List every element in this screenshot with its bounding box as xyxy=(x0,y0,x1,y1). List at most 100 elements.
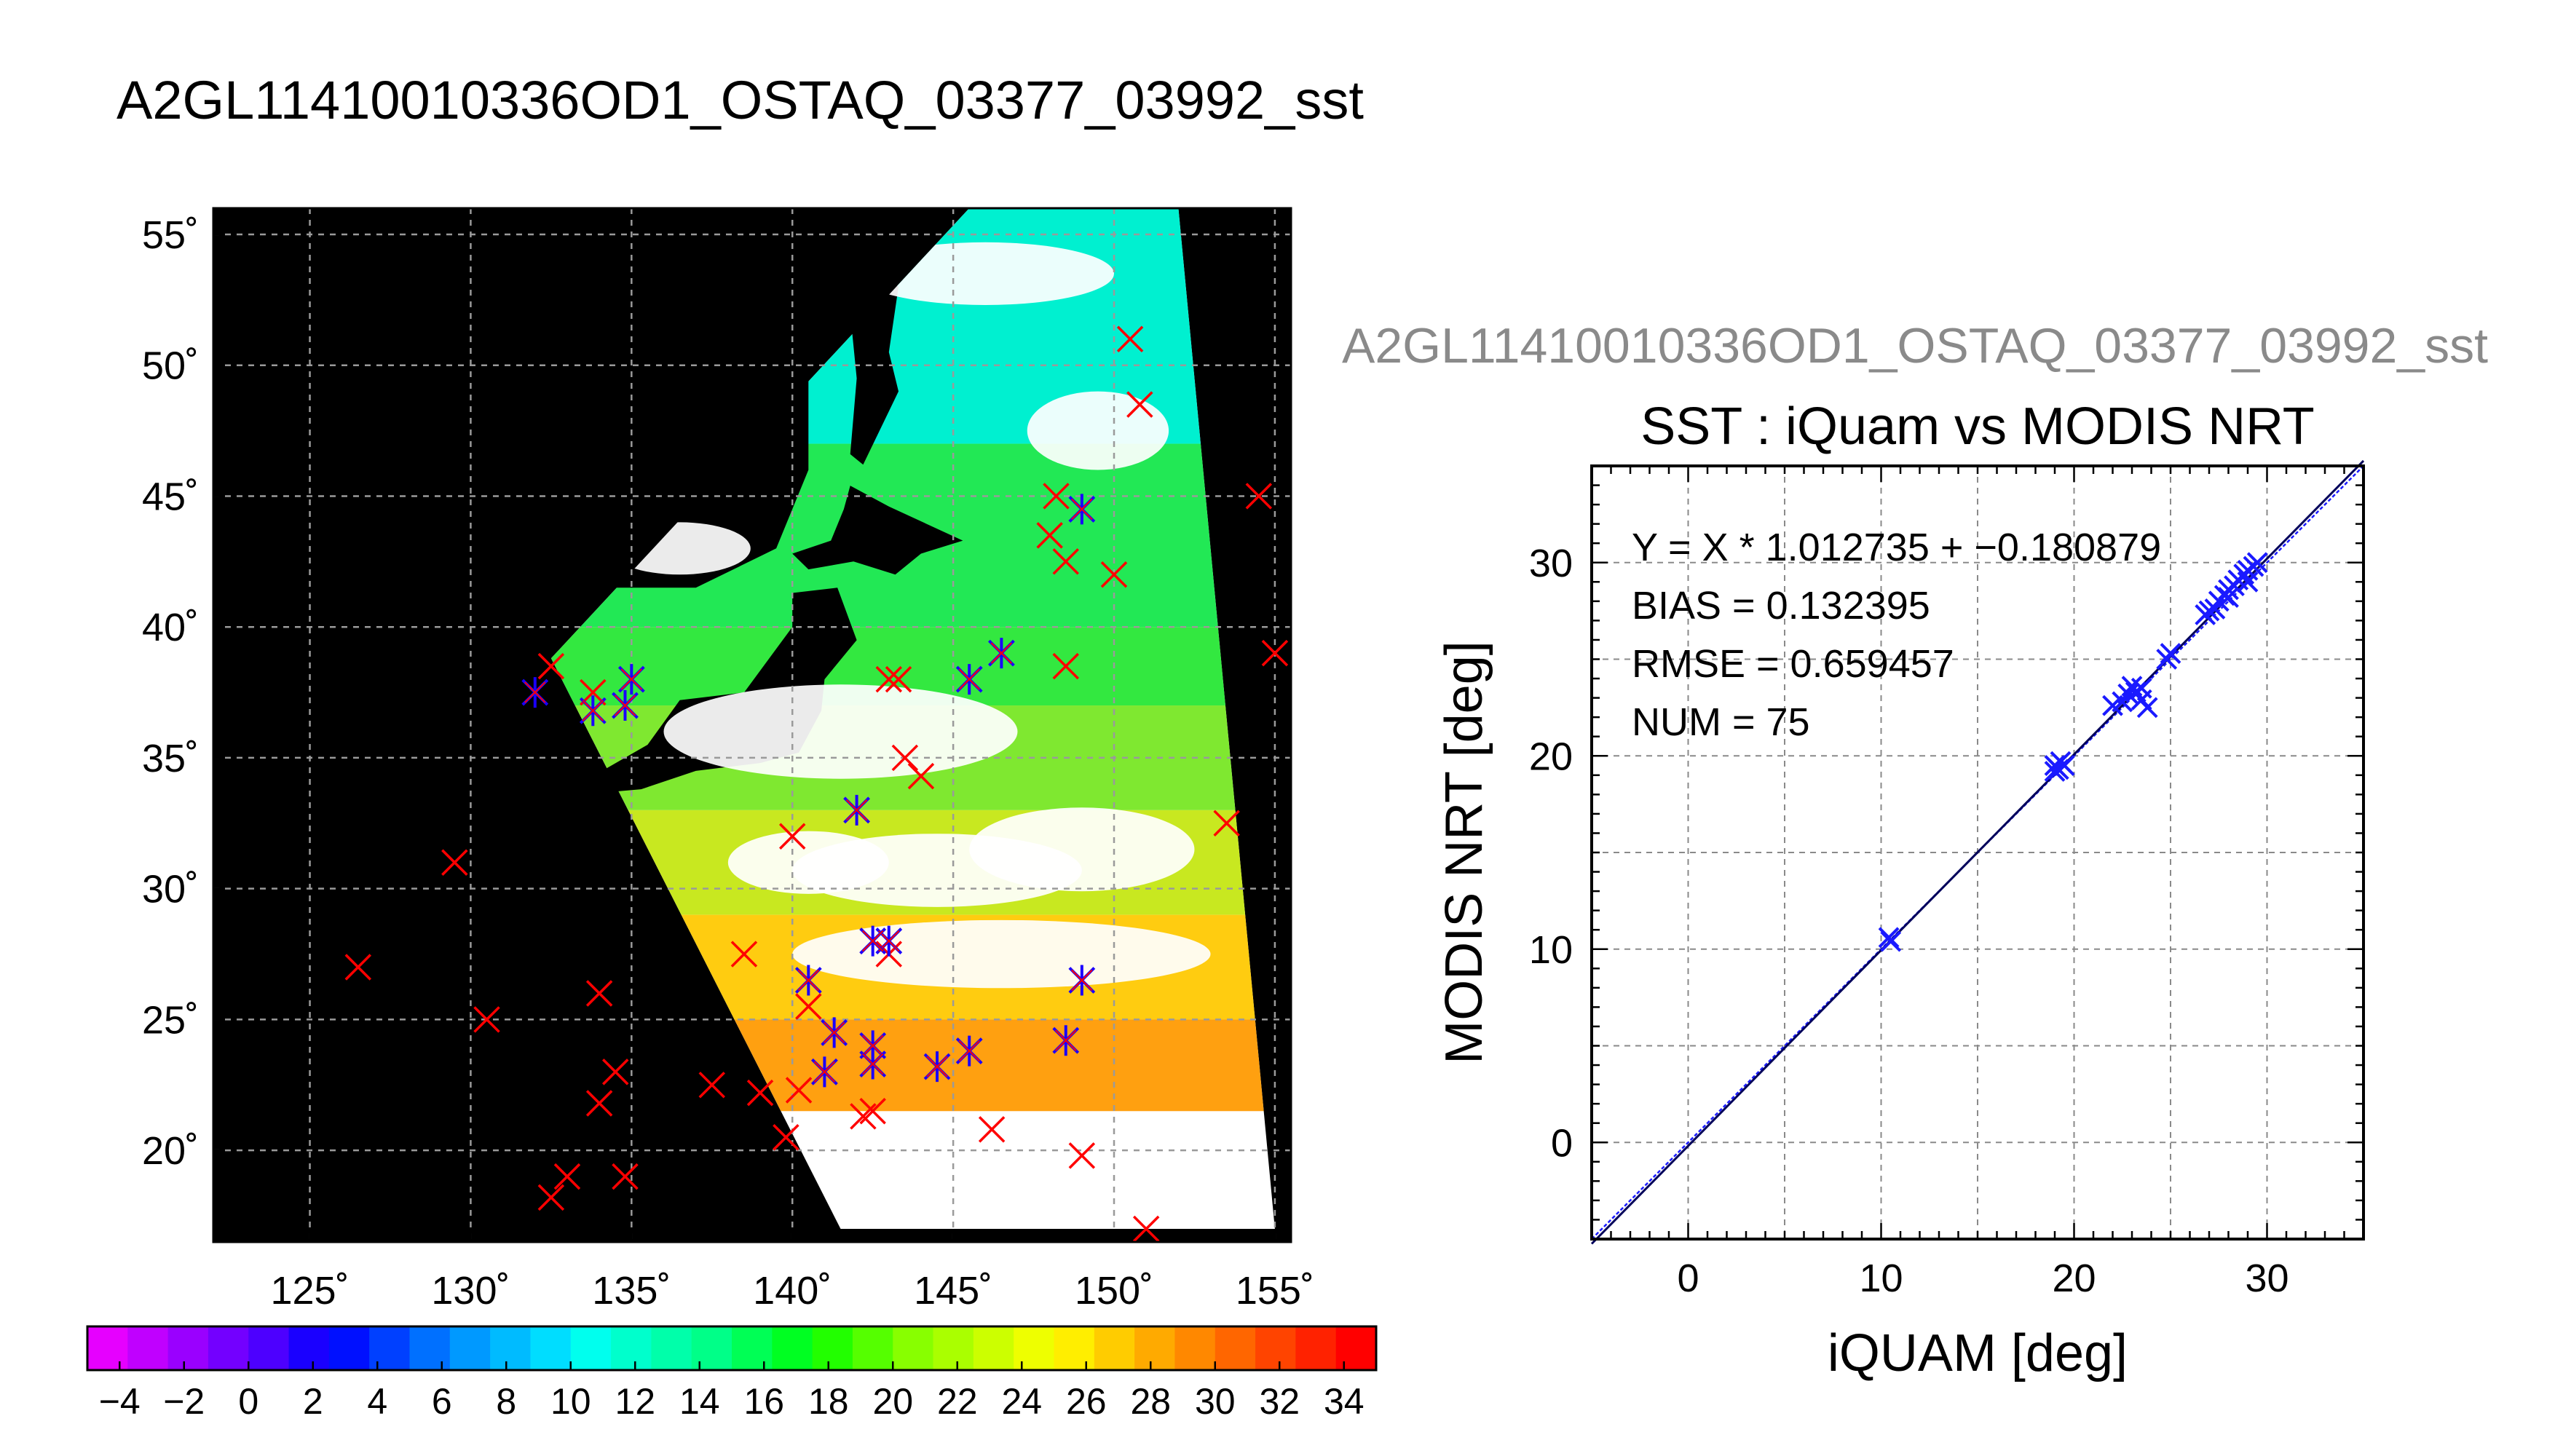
matched-point-overlay xyxy=(926,1056,948,1077)
iquam-point-marker xyxy=(1213,810,1240,837)
matched-point-overlay xyxy=(614,695,636,716)
map-y-tick-label: 30˚ xyxy=(142,868,199,911)
colorbar-tick-label: 34 xyxy=(1324,1381,1365,1422)
map-x-tick-label: 130˚ xyxy=(431,1269,510,1313)
scatter-point xyxy=(2246,552,2268,574)
iquam-point-marker xyxy=(1100,561,1128,588)
matched-point-overlay xyxy=(845,799,868,821)
map-y-tick-label: 50˚ xyxy=(142,344,199,388)
matched-point-overlay xyxy=(878,930,900,952)
scatter-y-tick-label: 0 xyxy=(1551,1121,1573,1165)
colorbar-tick-label: 10 xyxy=(550,1381,591,1422)
scatter-stats: Y = X * 1.012735 + −0.180879 BIAS = 0.132… xyxy=(1632,526,2161,744)
map-x-tick-label: 140˚ xyxy=(753,1269,832,1313)
colorbar-swatch xyxy=(1295,1326,1337,1370)
matched-point-overlay xyxy=(582,700,604,721)
scatter-point xyxy=(2136,697,2158,719)
landmass xyxy=(454,378,809,659)
colorbar-swatch xyxy=(812,1326,853,1370)
colorbar-tick-label: 6 xyxy=(432,1381,452,1422)
scatter-x-tick-label: 30 xyxy=(2245,1257,2289,1300)
sst-colorbar: −4 −2 0 2 4 6 8 10 12 14 16 18 20 22 24 26 28 30 32 34 xyxy=(86,1325,1378,1422)
colorbar-tick-label: 16 xyxy=(743,1381,784,1422)
iquam-point-marker xyxy=(746,1079,774,1107)
map-y-tick-label: 35˚ xyxy=(142,737,199,780)
matched-point-overlay xyxy=(813,1061,836,1083)
iquam-point-marker xyxy=(344,954,372,981)
matched-point-overlay xyxy=(861,1053,884,1075)
colorbar-swatch xyxy=(570,1326,612,1370)
colorbar-swatch xyxy=(530,1326,572,1370)
scatter-stat-line: Y = X * 1.012735 + −0.180879 xyxy=(1632,526,2161,569)
cloud-patch xyxy=(727,831,889,894)
iquam-point-marker xyxy=(795,993,822,1020)
iquam-point-marker xyxy=(1261,639,1289,667)
iquam-point-marker xyxy=(441,849,468,876)
cloud-patch xyxy=(663,684,1018,779)
main-title: A2GL11410010336OD1_OSTAQ_03377_03992_sst xyxy=(117,70,1364,130)
iquam-point-marker xyxy=(612,1163,639,1190)
map-x-tick-label: 145˚ xyxy=(914,1269,992,1313)
scatter-x-tick-label: 10 xyxy=(1859,1257,1903,1300)
sst-map-chart: 125˚ 130˚ 135˚ 140˚ 145˚ 150˚ 155˚ 20˚ 25˚ 30˚ 35˚… xyxy=(86,207,1378,1422)
iquam-point-marker xyxy=(850,1103,877,1130)
iquam-point-marker xyxy=(778,823,806,850)
scatter-point xyxy=(2044,761,2066,782)
scatter-axis-ticks: 0 10 20 30 0 10 20 30 xyxy=(1529,466,2364,1300)
colorbar-swatch xyxy=(409,1326,451,1370)
map-y-tick-label: 45˚ xyxy=(142,475,199,518)
colorbar-tick-label: 22 xyxy=(937,1381,978,1422)
colorbar-tick-label: 2 xyxy=(303,1381,323,1422)
iquam-point-marker xyxy=(1052,652,1079,680)
colorbar-swatch xyxy=(490,1326,532,1370)
map-y-tick-label: 25˚ xyxy=(142,998,199,1042)
iquam-point-marker xyxy=(1043,483,1070,510)
colorbar-swatch xyxy=(449,1326,491,1370)
colorbar-swatch xyxy=(1335,1326,1377,1370)
colorbar-swatch xyxy=(1054,1326,1095,1370)
matched-point-overlay xyxy=(990,642,1013,664)
scatter-point xyxy=(2237,571,2259,593)
iquam-point-marker xyxy=(585,1090,613,1117)
matched-point-overlay xyxy=(620,668,643,690)
colorbar-frame xyxy=(86,1325,1378,1372)
map-x-tick-label: 135˚ xyxy=(592,1269,671,1313)
matched-point-overlay xyxy=(1055,1029,1077,1051)
scatter-point xyxy=(2131,677,2152,699)
scatter-y-label: MODIS NRT [deg] xyxy=(1435,641,1493,1064)
colorbar-swatch xyxy=(328,1326,370,1370)
colorbar-tick-label: 32 xyxy=(1259,1381,1300,1422)
scatter-y-tick-label: 10 xyxy=(1529,928,1573,972)
sst-scatter-chart: A2GL11410010336OD1_OSTAQ_03377_03992_sst… xyxy=(1342,318,2488,1382)
scatter-y-tick-label: 20 xyxy=(1529,735,1573,778)
iquam-point-marker xyxy=(773,1123,799,1151)
colorbar-swatch xyxy=(369,1326,411,1370)
matched-point-overlay xyxy=(797,969,820,992)
iquam-point-marker xyxy=(785,1077,813,1104)
colorbar-tick-label: 0 xyxy=(238,1381,258,1422)
colorbar-swatch xyxy=(893,1326,934,1370)
matched-point-overlay xyxy=(1071,969,1093,992)
map-y-tick-label: 55˚ xyxy=(142,213,199,257)
colorbar-swatch xyxy=(1014,1326,1055,1370)
scatter-stat-line: BIAS = 0.132395 xyxy=(1632,584,1930,628)
colorbar-swatch xyxy=(852,1326,894,1370)
scatter-x-label: iQUAM [deg] xyxy=(1828,1324,2128,1382)
colorbar-tick-label: −2 xyxy=(163,1381,205,1422)
scatter-point xyxy=(2050,751,2072,772)
iquam-point-marker xyxy=(1052,548,1079,575)
iquam-point-marker xyxy=(885,665,912,693)
iquam-point-marker xyxy=(978,1116,1006,1143)
iquam-point-marker xyxy=(1036,522,1063,549)
scatter-title: SST : iQuam vs MODIS NRT xyxy=(1640,397,2315,456)
matched-point-overlay xyxy=(861,930,884,952)
cloud-patch xyxy=(792,919,1211,989)
colorbar-swatch xyxy=(651,1326,692,1370)
scatter-point xyxy=(2160,643,2181,664)
matched-point-overlay xyxy=(861,1034,884,1057)
colorbar-swatch xyxy=(933,1326,974,1370)
iquam-point-marker xyxy=(473,1006,500,1033)
iquam-point-marker xyxy=(537,1184,565,1211)
iquam-point-marker xyxy=(553,1163,581,1190)
map-markers xyxy=(344,325,1289,1242)
